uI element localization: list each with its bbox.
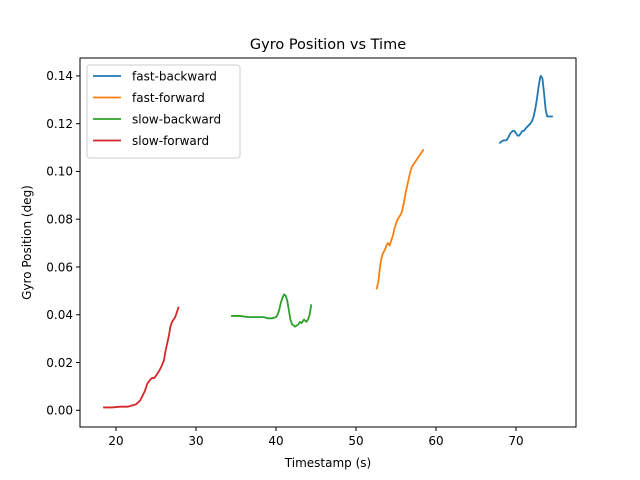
legend-label-fast-backward: fast-backward <box>132 69 217 83</box>
x-axis: 20 30 40 50 60 70 <box>108 427 524 448</box>
legend-label-slow-backward: slow-backward <box>132 112 221 126</box>
series-line-slow-forward <box>103 306 180 409</box>
x-tick-label: 30 <box>188 434 203 448</box>
y-tick-label: 0.12 <box>46 117 73 131</box>
y-tick-label: 0.00 <box>46 404 73 418</box>
y-tick-label: 0.06 <box>46 260 73 274</box>
plot-frame <box>79 57 577 428</box>
y-axis-label: Gyro Position (deg) <box>20 185 34 300</box>
y-axis: 0.00 0.02 0.04 0.06 0.08 0.10 0.12 0.14 <box>46 69 80 418</box>
x-tick-label: 50 <box>348 434 363 448</box>
legend-label-slow-forward: slow-forward <box>132 134 209 148</box>
chart-title: Gyro Position vs Time <box>250 37 406 53</box>
series-line-slow-backward <box>231 293 313 328</box>
legend-box <box>86 64 241 159</box>
legend-label-fast-forward: fast-forward <box>132 91 205 105</box>
y-tick-label: 0.14 <box>46 69 73 83</box>
x-tick-label: 20 <box>108 434 123 448</box>
series-line-fast-backward <box>498 75 553 145</box>
x-tick-label: 40 <box>268 434 283 448</box>
y-tick-label: 0.02 <box>46 356 73 370</box>
x-axis-label: Timestamp (s) <box>284 456 371 470</box>
x-tick-label: 70 <box>508 434 523 448</box>
legend: fast-backward fast-forward slow-backward sl… <box>86 64 241 159</box>
y-tick-label: 0.04 <box>46 308 73 322</box>
y-tick-label: 0.10 <box>46 165 73 179</box>
series-line-fast-forward <box>375 148 425 290</box>
x-tick-label: 60 <box>428 434 443 448</box>
y-tick-label: 0.08 <box>46 213 73 227</box>
plot-area <box>103 75 553 409</box>
